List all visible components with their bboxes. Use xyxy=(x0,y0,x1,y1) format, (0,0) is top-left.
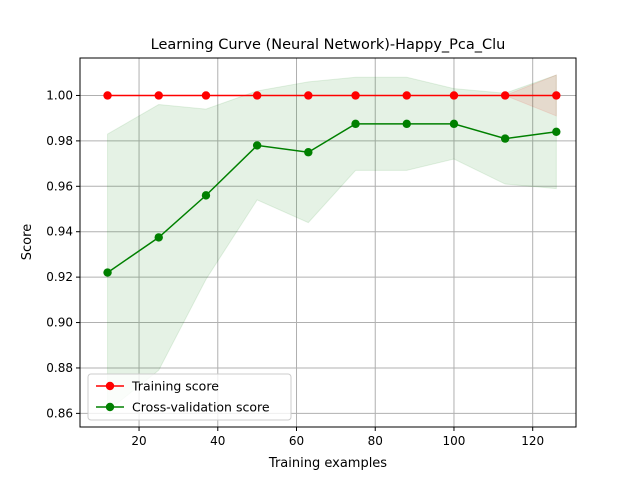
y-tick-label-2: 0.90 xyxy=(46,316,73,330)
y-tick-label-0: 0.86 xyxy=(46,406,73,420)
y-tick-label-5: 0.96 xyxy=(46,179,73,193)
y-tick-label-7: 1.00 xyxy=(46,88,73,102)
plot-frame xyxy=(79,57,577,428)
point-series-1-6 xyxy=(402,119,411,129)
point-series-0-8 xyxy=(500,91,510,100)
point-series-1-7 xyxy=(449,119,459,129)
legend-label-1: Cross-validation score xyxy=(132,400,270,415)
y-axis-label: Score xyxy=(20,224,35,260)
point-series-0-1 xyxy=(154,91,163,100)
legend: Training score Cross-validation score xyxy=(87,373,292,421)
chart-title: Learning Curve (Neural Network)-Happy_Pc… xyxy=(151,37,506,53)
x-tick-label-0: 20 xyxy=(131,434,146,448)
legend-marker-0 xyxy=(105,381,115,391)
x-tick-label-3: 80 xyxy=(368,434,383,448)
x-tick-label-4: 100 xyxy=(443,434,466,448)
y-tick-label-4: 0.94 xyxy=(46,225,73,239)
point-series-1-4 xyxy=(304,148,313,157)
x-axis-ticks: 20 40 60 80 100 120 xyxy=(131,427,544,448)
y-tick-label-6: 0.98 xyxy=(46,134,73,148)
legend-box xyxy=(87,373,292,421)
y-axis-ticks: 0.86 0.88 0.90 0.92 0.94 0.96 0.98 1.00 xyxy=(46,88,80,420)
point-series-0-2 xyxy=(201,91,211,100)
point-series-1-5 xyxy=(351,119,360,129)
point-series-1-1 xyxy=(154,233,163,242)
series-lines xyxy=(107,94,557,274)
legend-marker-1 xyxy=(105,402,115,412)
y-tick-label-1: 0.88 xyxy=(46,361,73,375)
point-series-0-3 xyxy=(252,91,262,100)
point-series-1-9 xyxy=(552,127,561,136)
point-series-0-6 xyxy=(402,91,411,100)
point-series-0-4 xyxy=(304,91,313,100)
point-series-1-0 xyxy=(103,268,112,277)
score-bands xyxy=(107,74,557,413)
legend-label-0: Training score xyxy=(131,379,219,394)
band-series-1 xyxy=(107,74,557,413)
point-series-0-9 xyxy=(552,91,561,100)
x-tick-label-2: 60 xyxy=(289,434,304,448)
x-tick-label-1: 40 xyxy=(210,434,225,448)
y-tick-label-3: 0.92 xyxy=(46,270,73,284)
point-series-0-7 xyxy=(449,91,459,100)
line-series-1 xyxy=(107,123,557,274)
point-series-1-3 xyxy=(252,141,262,150)
x-axis-label: Training examples xyxy=(268,456,387,471)
point-series-0-5 xyxy=(351,91,360,100)
point-series-1-8 xyxy=(500,134,510,143)
point-series-1-2 xyxy=(201,191,211,200)
series-points xyxy=(103,91,561,277)
point-series-0-0 xyxy=(103,91,112,100)
x-tick-label-5: 120 xyxy=(521,434,544,448)
